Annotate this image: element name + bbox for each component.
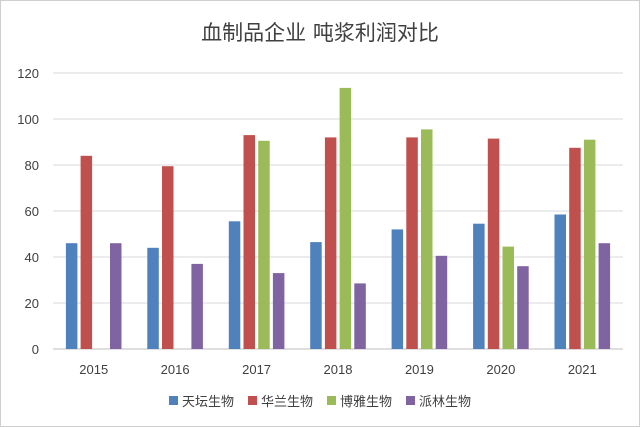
- bar-天坛生物-2015: [65, 243, 78, 349]
- x-tick-label: 2017: [242, 362, 271, 377]
- bar-华兰生物-2020: [487, 138, 500, 349]
- bar-华兰生物-2017: [243, 135, 255, 349]
- bar-博雅生物-2019: [421, 129, 433, 349]
- bars: [65, 87, 611, 350]
- x-axis-ticks: 2015 2016 2017 2018 2019 2020 2021: [79, 362, 596, 377]
- x-tick-label: 2019: [405, 362, 434, 377]
- x-tick-label: 2016: [161, 362, 190, 377]
- x-tick-label: 2018: [324, 362, 353, 377]
- bar-派林生物-2020: [517, 266, 529, 349]
- bar-派林生物-2015: [110, 243, 122, 349]
- legend-swatch: [247, 396, 257, 405]
- legend-item: 天坛生物: [168, 391, 234, 410]
- legend-label: 派林生物: [419, 395, 472, 410]
- bar-华兰生物-2021: [569, 147, 581, 350]
- x-tick-label: 2015: [79, 362, 108, 377]
- legend-label: 博雅生物: [340, 395, 393, 410]
- legend-swatch: [168, 396, 178, 405]
- y-tick-label: 120: [17, 66, 39, 81]
- y-tick-label: 100: [17, 112, 39, 127]
- bar-天坛生物-2016: [147, 247, 159, 349]
- bar-chart: 0 20 40 60 80 100 120 2015 2016 2017 2018 2019 2020…: [17, 66, 623, 377]
- bar-华兰生物-2016: [162, 166, 174, 349]
- legend-label: 天坛生物: [181, 395, 234, 410]
- bar-天坛生物-2020: [473, 223, 485, 349]
- y-tick-label: 60: [25, 204, 39, 219]
- bar-天坛生物-2018: [310, 242, 322, 349]
- bar-派林生物-2017: [272, 273, 285, 349]
- legend-item: 派林生物: [406, 391, 471, 410]
- bar-派林生物-2016: [191, 263, 203, 349]
- bar-天坛生物-2017: [228, 221, 241, 349]
- bar-博雅生物-2018: [339, 87, 352, 350]
- bar-天坛生物-2019: [391, 229, 404, 349]
- y-tick-label: 0: [32, 342, 39, 357]
- bar-博雅生物-2017: [258, 140, 270, 349]
- bar-天坛生物-2021: [554, 214, 566, 349]
- y-tick-label: 20: [25, 296, 39, 311]
- chart-title: 血制品企业 吨浆利润对比: [201, 21, 439, 45]
- bar-派林生物-2018: [354, 283, 366, 349]
- y-tick-label: 80: [25, 158, 39, 173]
- y-tick-label: 40: [25, 250, 39, 265]
- legend-item: 博雅生物: [327, 391, 392, 410]
- bar-华兰生物-2019: [406, 137, 418, 349]
- bar-华兰生物-2015: [80, 155, 93, 349]
- bar-博雅生物-2020: [502, 246, 514, 349]
- legend-swatch: [327, 396, 336, 405]
- legend-label: 华兰生物: [260, 395, 313, 410]
- x-tick-label: 2020: [486, 362, 515, 377]
- bar-派林生物-2019: [435, 255, 448, 349]
- legend: 天坛生物 华兰生物 博雅生物 派林生物: [1, 391, 639, 410]
- gridlines: [53, 72, 623, 350]
- bar-华兰生物-2018: [324, 137, 337, 349]
- x-tick-label: 2021: [568, 362, 597, 377]
- legend-swatch: [406, 396, 416, 405]
- legend-item: 华兰生物: [247, 391, 313, 410]
- y-axis-ticks: 0 20 40 60 80 100 120: [17, 66, 39, 357]
- bar-派林生物-2021: [598, 243, 611, 349]
- bar-博雅生物-2021: [583, 139, 596, 349]
